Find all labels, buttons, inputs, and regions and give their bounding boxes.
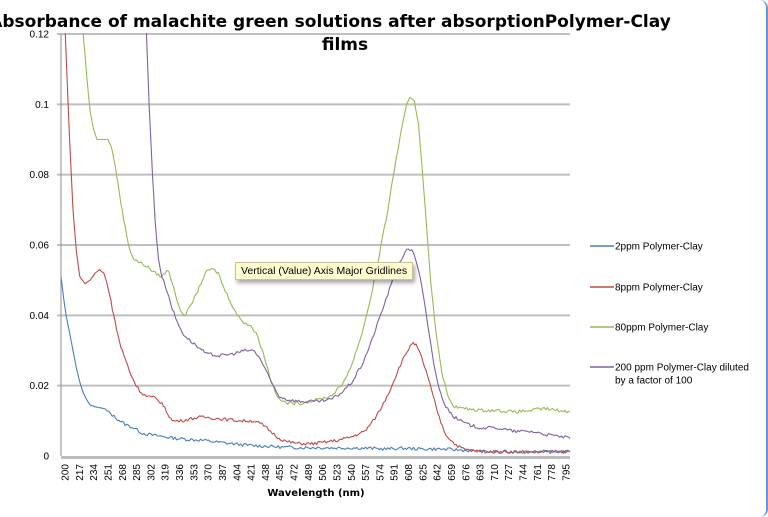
chart-title-line-2: films xyxy=(322,35,368,55)
y-tick-label: 0.12 xyxy=(30,30,50,41)
x-tick-label: 455 xyxy=(275,464,286,481)
legend-label[interactable]: 2ppm Polymer-Clay xyxy=(615,242,703,253)
tooltip: Vertical (Value) Axis Major Gridlines xyxy=(235,262,414,280)
chart-frame-border xyxy=(758,0,768,517)
x-tick-label: 557 xyxy=(361,464,372,481)
y-tick-label: 0.08 xyxy=(30,170,50,181)
legend-label[interactable]: by a factor of 100 xyxy=(615,376,693,387)
series-line xyxy=(64,33,571,454)
legend-label[interactable]: 200 ppm Polymer-Clay diluted xyxy=(615,363,749,374)
x-tick-label: 251 xyxy=(103,464,114,481)
x-axis: 200 217 234 251 268 285 302 319 336 353 370 387 404 4… xyxy=(61,456,573,481)
x-tick-label: 472 xyxy=(290,464,301,481)
y-tick-label: 0.04 xyxy=(30,311,50,322)
legend-label[interactable]: 80ppm Polymer-Clay xyxy=(615,323,708,334)
x-tick-label: 676 xyxy=(461,464,472,481)
x-tick-label: 625 xyxy=(418,464,429,481)
x-tick-label: 268 xyxy=(118,464,129,481)
x-tick-label: 591 xyxy=(390,464,401,481)
x-tick-label: 217 xyxy=(75,464,86,481)
y-axis: 0 0.02 0.04 0.06 0.08 0.1 0.12 xyxy=(30,30,62,463)
x-tick-label: 438 xyxy=(261,464,272,481)
series-line xyxy=(82,33,571,414)
y-tick-label: 0.06 xyxy=(30,241,50,252)
x-tick-label: 710 xyxy=(490,464,501,481)
y-tick-label: 0.02 xyxy=(30,381,50,392)
chart-title: Absorbance of malachite green solutions … xyxy=(0,12,671,55)
x-tick-label: 370 xyxy=(204,464,215,481)
legend[interactable]: 2ppm Polymer-Clay 8ppm Polymer-Clay 80ppm … xyxy=(590,242,749,387)
x-tick-label: 285 xyxy=(132,464,143,481)
y-tick-label: 0.1 xyxy=(35,100,49,111)
x-tick-label: 608 xyxy=(404,464,415,481)
x-tick-label: 336 xyxy=(175,464,186,481)
x-tick-label: 795 xyxy=(562,464,573,481)
x-tick-label: 200 xyxy=(61,464,72,481)
x-tick-label: 302 xyxy=(146,464,157,481)
x-tick-label: 523 xyxy=(332,464,343,481)
x-tick-label: 387 xyxy=(218,464,229,481)
x-tick-label: 421 xyxy=(247,464,258,481)
x-tick-label: 642 xyxy=(433,464,444,481)
y-gridlines[interactable] xyxy=(57,33,570,387)
x-tick-label: 353 xyxy=(189,464,200,481)
x-tick-label: 234 xyxy=(89,464,100,481)
x-tick-label: 404 xyxy=(232,464,243,481)
legend-label[interactable]: 8ppm Polymer-Clay xyxy=(615,283,703,294)
x-axis-title: Wavelength (nm) xyxy=(267,488,364,499)
x-tick-label: 319 xyxy=(161,464,172,481)
x-tick-label: 778 xyxy=(547,464,558,481)
x-tick-label: 693 xyxy=(476,464,487,481)
x-tick-label: 727 xyxy=(504,464,515,481)
series-line xyxy=(145,33,571,439)
x-tick-label: 761 xyxy=(533,464,544,481)
x-tick-label: 659 xyxy=(447,464,458,481)
series-line xyxy=(61,276,571,454)
x-tick-label: 540 xyxy=(347,464,358,481)
x-tick-label: 744 xyxy=(519,464,530,481)
y-tick-label: 0 xyxy=(43,452,49,463)
x-tick-label: 506 xyxy=(318,464,329,481)
x-tick-label: 574 xyxy=(375,464,386,481)
series-lines xyxy=(61,33,571,454)
x-tick-label: 489 xyxy=(304,464,315,481)
chart-title-line-1: Absorbance of malachite green solutions … xyxy=(0,12,671,32)
x-axis-line xyxy=(61,456,570,459)
